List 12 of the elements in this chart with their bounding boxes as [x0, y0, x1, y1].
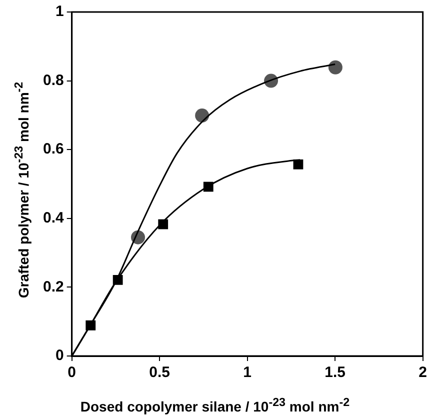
- x-tick-label: 1.5: [324, 364, 346, 382]
- y-tick-label: 0.8: [42, 72, 64, 89]
- y-tick-label: 0.4: [42, 210, 64, 227]
- x-tick-label: 0: [68, 364, 76, 382]
- x-axis-title: Dosed copolymer silane / 10$^{-23}$ mol nm$^{-2}$: [79, 396, 351, 415]
- y-tick-label: 0.6: [42, 140, 64, 158]
- y-tick-label: 0.2: [42, 278, 64, 296]
- x-tick-label: 1: [243, 364, 252, 382]
- y-tick-label: 0: [56, 347, 64, 364]
- x-tick-label: 2: [418, 364, 427, 382]
- x-tick-label: 0.5: [149, 364, 170, 382]
- y-tick-label: 1: [56, 3, 64, 20]
